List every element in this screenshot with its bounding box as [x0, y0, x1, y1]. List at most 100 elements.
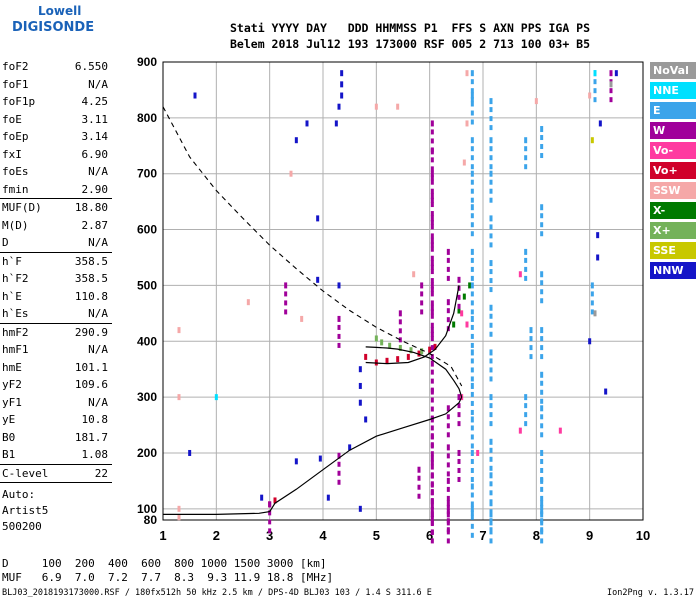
- echo-point-e: [470, 382, 474, 389]
- echo-point-w: [430, 354, 434, 360]
- echo-point-e: [489, 447, 493, 453]
- echo-point-e: [489, 313, 493, 319]
- echo-point-w: [430, 529, 434, 535]
- echo-point-e: [540, 231, 544, 237]
- echo-point-nnw: [604, 388, 608, 395]
- echo-point-e: [470, 137, 474, 144]
- echo-point-w: [430, 282, 434, 289]
- param-row-he: h`E 110.8: [0, 288, 112, 306]
- param-value: 2.90: [81, 182, 109, 196]
- x-tick-label: 3: [266, 528, 273, 543]
- echo-point-e: [590, 291, 594, 297]
- echo-point-nnw: [334, 120, 338, 127]
- echo-point-w: [457, 421, 461, 427]
- y-tick-label: 900: [137, 55, 157, 69]
- echo-point-w: [398, 310, 402, 317]
- echo-point-w: [337, 315, 341, 322]
- echo-point-w: [430, 489, 434, 496]
- echo-point-nnw: [337, 282, 341, 289]
- echo-point-w: [337, 342, 341, 348]
- param-label: h`F2: [2, 272, 29, 285]
- echo-point-w: [284, 309, 288, 315]
- param-value: N/A: [88, 307, 108, 320]
- echo-point-e: [489, 170, 493, 177]
- echo-point-e: [540, 222, 544, 228]
- echo-point-w: [398, 319, 402, 325]
- echo-point-w: [430, 451, 434, 457]
- echo-point-noval: [609, 81, 613, 88]
- echo-point-x: [452, 321, 456, 328]
- echo-point-e: [470, 434, 474, 440]
- echo-point-w: [430, 188, 434, 194]
- echo-point-ssw: [177, 327, 181, 334]
- param-label: B1: [2, 448, 16, 461]
- echo-point-w: [446, 462, 450, 468]
- param-value: 18.80: [74, 201, 108, 214]
- echo-point-w: [430, 170, 434, 177]
- echo-point-e: [524, 275, 528, 281]
- echo-point-e: [489, 98, 493, 105]
- echo-point-w: [337, 452, 341, 459]
- echo-point-e: [489, 529, 493, 535]
- echo-point-e: [593, 88, 597, 94]
- echo-point-e: [540, 371, 544, 378]
- echo-point-e: [470, 514, 474, 520]
- echo-point-ssw: [177, 394, 181, 401]
- echo-point-w: [430, 260, 434, 267]
- echo-point-e: [489, 403, 493, 409]
- param-label: foF2: [2, 60, 29, 73]
- echo-point-e: [489, 146, 493, 152]
- echo-point-w: [430, 269, 434, 275]
- y-tick-label: 200: [137, 446, 157, 460]
- echo-point-w: [417, 475, 421, 481]
- echo-point-ssw: [177, 514, 181, 521]
- param-label: B0: [2, 430, 16, 444]
- echo-point-e: [540, 423, 544, 429]
- echo-point-e: [470, 367, 474, 373]
- param-value: 101.1: [74, 360, 108, 374]
- echo-point-w: [430, 264, 434, 270]
- param-row-hf2: h`F2 358.5: [0, 270, 112, 288]
- legend-item-nne: NNE: [650, 82, 696, 99]
- y-tick-label: 100: [137, 502, 157, 516]
- echo-point-e: [590, 300, 594, 306]
- echo-point-w: [609, 88, 613, 94]
- echo-point-w: [430, 378, 434, 384]
- x-tick-label: 1: [159, 528, 166, 543]
- param-label: foEp: [2, 130, 29, 143]
- y-tick-label: 800: [137, 111, 157, 125]
- param-label: MUF(D): [2, 201, 42, 214]
- echo-point-e: [540, 449, 544, 456]
- echo-point-e: [540, 327, 544, 334]
- echo-point-e: [489, 107, 493, 113]
- echo-point-e: [470, 443, 474, 449]
- echo-point-w: [446, 471, 450, 477]
- y-tick-label: 80: [144, 513, 158, 527]
- echo-point-w: [430, 442, 434, 448]
- echo-point-w: [417, 493, 421, 499]
- echo-point-e: [524, 394, 528, 401]
- echo-point-e: [470, 110, 474, 116]
- param-value: N/A: [88, 343, 108, 356]
- echo-point-nne: [593, 70, 597, 77]
- echo-point-e: [470, 425, 474, 431]
- echo-point-nnw: [326, 494, 330, 501]
- echo-point-e: [540, 477, 544, 484]
- echo-point-e: [593, 79, 597, 85]
- header-labels: Stati YYYY DAY DDD HHMMSS P1 FFS S AXN P…: [230, 21, 591, 35]
- echo-point-e: [489, 511, 493, 518]
- echo-point-w: [430, 507, 434, 513]
- echo-point-w: [446, 511, 450, 518]
- echo-point-ssw: [289, 170, 293, 177]
- echo-point-e: [470, 492, 474, 498]
- echo-point-ssw: [300, 315, 304, 322]
- echo-point-vo: [406, 353, 410, 360]
- param-row-fxi: fxI 6.90: [0, 146, 112, 164]
- param-row-hmf2: hmF2 290.9: [0, 324, 112, 342]
- echo-point-e: [540, 458, 544, 464]
- echo-point-nnw: [348, 444, 352, 451]
- echo-point-w: [430, 138, 434, 144]
- echo-point-e: [489, 197, 493, 203]
- profile-upper-trace: [365, 285, 460, 365]
- echo-point-vo: [460, 310, 464, 317]
